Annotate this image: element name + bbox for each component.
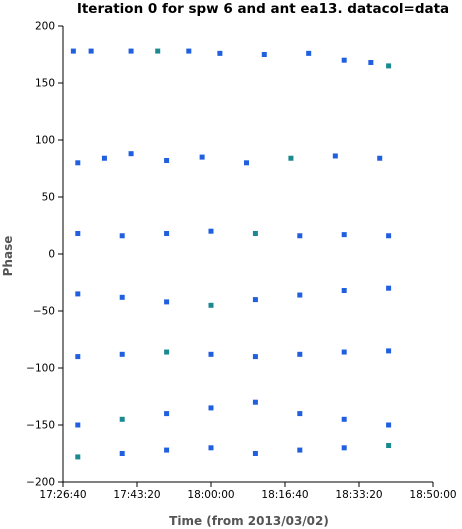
data-point xyxy=(208,228,214,234)
data-point xyxy=(155,48,161,54)
data-point xyxy=(261,52,267,57)
data-point xyxy=(386,233,392,239)
data-point xyxy=(386,63,392,69)
data-point xyxy=(164,299,170,305)
data-point xyxy=(75,422,81,428)
data-point xyxy=(252,451,258,456)
data-point xyxy=(297,411,303,417)
y-tick-label: 150 xyxy=(35,78,55,90)
data-point xyxy=(119,451,125,456)
data-point xyxy=(252,399,258,405)
x-tick-label: 17:43:20 xyxy=(113,489,160,501)
data-point xyxy=(377,155,383,161)
data-point xyxy=(297,447,303,453)
data-point xyxy=(164,230,170,236)
data-point xyxy=(75,160,81,166)
data-point xyxy=(186,48,192,54)
data-point xyxy=(208,351,214,357)
data-point xyxy=(217,50,223,56)
data-point xyxy=(252,354,258,360)
data-point xyxy=(341,287,347,293)
x-axis-label: Time (from 2013/03/02) xyxy=(169,514,329,528)
data-point xyxy=(164,447,170,453)
data-point xyxy=(119,233,125,239)
data-point xyxy=(208,445,214,451)
x-tick-label: 18:33:20 xyxy=(335,489,382,501)
data-point xyxy=(208,405,214,411)
y-tick-label: −100 xyxy=(26,363,55,375)
data-point xyxy=(368,59,374,65)
data-point xyxy=(75,291,81,297)
x-tick-label: 17:26:40 xyxy=(39,489,86,501)
data-point xyxy=(244,160,250,166)
data-point xyxy=(252,297,258,303)
y-tick-label: 200 xyxy=(35,21,55,33)
data-point xyxy=(164,349,170,355)
y-tick-label: −150 xyxy=(26,420,55,432)
data-point xyxy=(75,454,81,460)
data-point xyxy=(75,354,81,360)
data-point xyxy=(119,351,125,357)
x-tick-label: 18:16:40 xyxy=(261,489,308,501)
data-point xyxy=(164,158,170,164)
y-axis-label: Phase xyxy=(1,236,15,277)
data-point xyxy=(341,445,347,451)
data-point xyxy=(199,154,205,160)
data-point xyxy=(128,48,134,54)
data-point xyxy=(386,443,392,449)
data-point xyxy=(119,416,125,422)
y-tick-label: 100 xyxy=(35,135,55,147)
data-point xyxy=(297,233,303,239)
data-point xyxy=(341,232,347,238)
data-point xyxy=(297,351,303,357)
y-tick-label: −200 xyxy=(26,477,55,489)
y-tick-label: 50 xyxy=(42,192,55,204)
data-point xyxy=(341,349,347,355)
chart-title: Iteration 0 for spw 6 and ant ea13. data… xyxy=(77,1,449,17)
data-point xyxy=(332,153,338,159)
y-tick-label: −50 xyxy=(33,306,55,318)
data-point xyxy=(341,57,347,63)
axes: 17:26:40 17:43:20 18:00:00 18:16:40 18:33:20… xyxy=(26,21,456,502)
x-tick-label: 18:00:00 xyxy=(187,489,234,501)
y-tick-label: 0 xyxy=(48,249,55,261)
data-point xyxy=(75,230,81,236)
data-point xyxy=(128,151,134,157)
x-tick-label: 18:50:00 xyxy=(409,489,456,501)
data-point xyxy=(119,294,125,300)
data-point xyxy=(288,155,294,161)
data-point xyxy=(252,230,258,236)
data-point xyxy=(341,416,347,422)
data-point xyxy=(88,48,94,54)
data-point xyxy=(386,285,392,291)
data-point xyxy=(386,422,392,428)
data-point xyxy=(297,292,303,298)
data-point xyxy=(164,411,170,417)
data-point xyxy=(101,155,107,161)
data-point xyxy=(70,48,76,54)
data-points xyxy=(70,48,392,460)
data-point xyxy=(306,50,312,56)
data-point xyxy=(208,302,214,308)
data-point xyxy=(386,348,392,354)
